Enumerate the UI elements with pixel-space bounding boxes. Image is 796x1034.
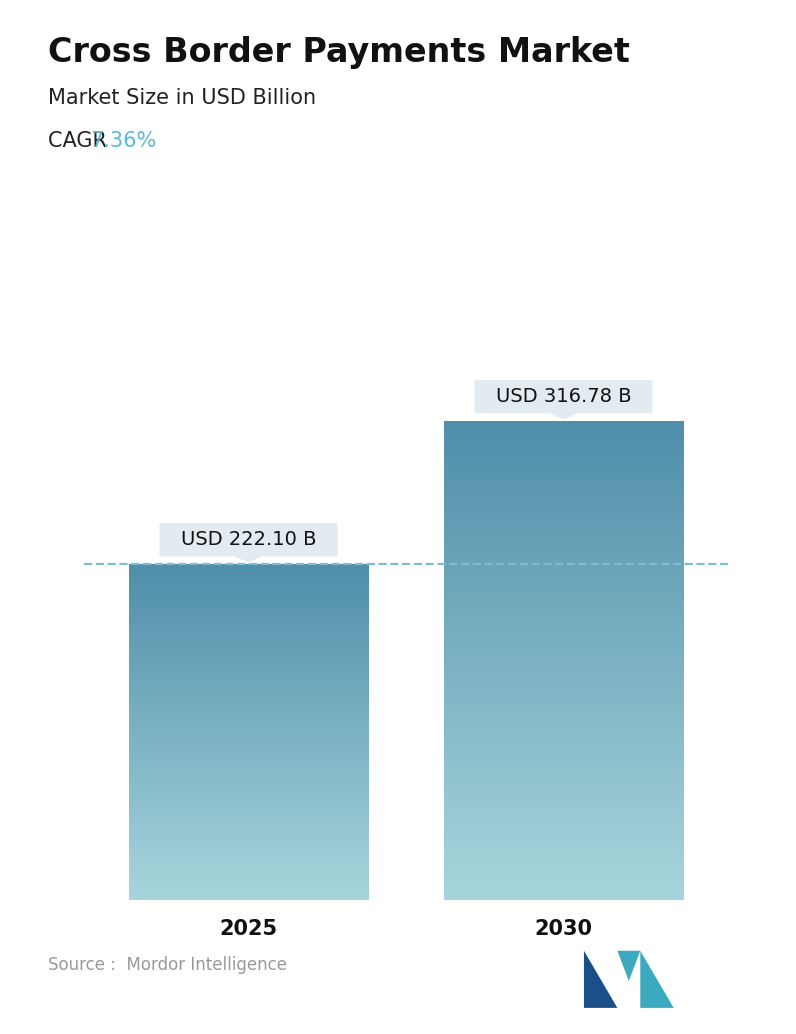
Text: CAGR: CAGR <box>48 131 113 151</box>
Text: Cross Border Payments Market: Cross Border Payments Market <box>48 36 630 69</box>
FancyBboxPatch shape <box>474 381 653 414</box>
Text: Market Size in USD Billion: Market Size in USD Billion <box>48 88 316 108</box>
Polygon shape <box>236 556 261 561</box>
Polygon shape <box>640 951 673 1008</box>
Polygon shape <box>551 414 576 419</box>
Polygon shape <box>584 951 618 1008</box>
FancyBboxPatch shape <box>159 523 338 556</box>
Text: 7.36%: 7.36% <box>91 131 157 151</box>
Text: USD 222.10 B: USD 222.10 B <box>181 530 316 549</box>
Polygon shape <box>618 951 640 981</box>
Text: USD 316.78 B: USD 316.78 B <box>496 387 631 406</box>
Text: Source :  Mordor Intelligence: Source : Mordor Intelligence <box>48 956 287 974</box>
